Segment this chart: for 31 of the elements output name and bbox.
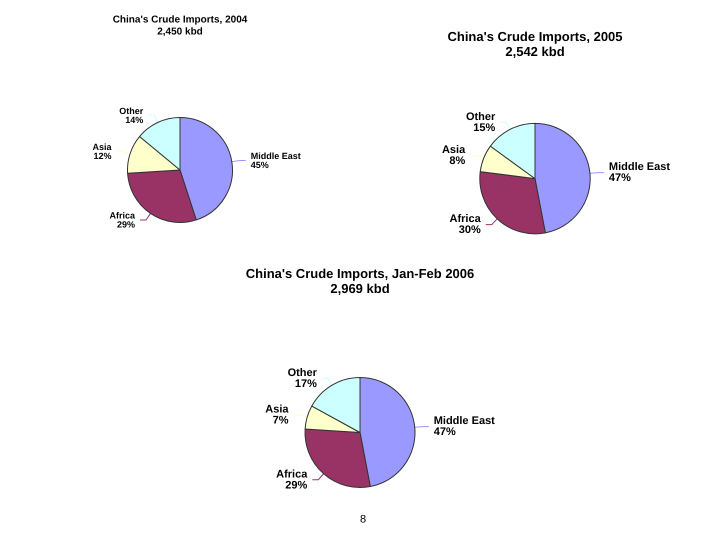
slice-label: Asia <box>92 142 112 152</box>
slice-label: Middle East <box>250 151 301 162</box>
slice-label: Asia <box>265 403 290 416</box>
data-label: 47% <box>434 426 456 438</box>
slice-label: Middle East <box>434 415 496 428</box>
data-label: 8% <box>449 154 466 167</box>
chart-title: China's Crude Imports, 2005 <box>447 29 623 44</box>
slice-label: Africa <box>276 468 308 480</box>
data-label: 14% <box>125 114 144 125</box>
slice-label: Other <box>288 366 318 379</box>
data-label: 47% <box>608 172 632 184</box>
chart-title: China's Crude Imports, Jan-Feb 2006 <box>246 266 474 281</box>
slice-label: Africa <box>450 213 482 226</box>
slice-label: Other <box>466 110 496 123</box>
slice-label: Other <box>119 106 144 116</box>
chart-subtitle: 2,450 kbd <box>157 26 203 38</box>
data-label: 29% <box>116 220 135 230</box>
data-label: 12% <box>93 150 112 161</box>
chart-subtitle: 2,542 kbd <box>505 44 565 59</box>
slice-label: Africa <box>109 210 136 221</box>
chart-subtitle: 2,969 kbd <box>330 281 390 296</box>
text: 8 <box>360 514 366 526</box>
slice-label: Asia <box>442 144 466 156</box>
data-label: 17% <box>294 378 318 390</box>
data-label: 7% <box>272 414 289 426</box>
chart-title: China's Crude Imports, 2004 <box>112 14 248 26</box>
data-label: 30% <box>458 224 481 236</box>
data-label: 15% <box>473 122 496 134</box>
data-label: 29% <box>285 479 308 492</box>
slice-label: Middle East <box>608 161 670 174</box>
data-label: 45% <box>250 160 269 170</box>
